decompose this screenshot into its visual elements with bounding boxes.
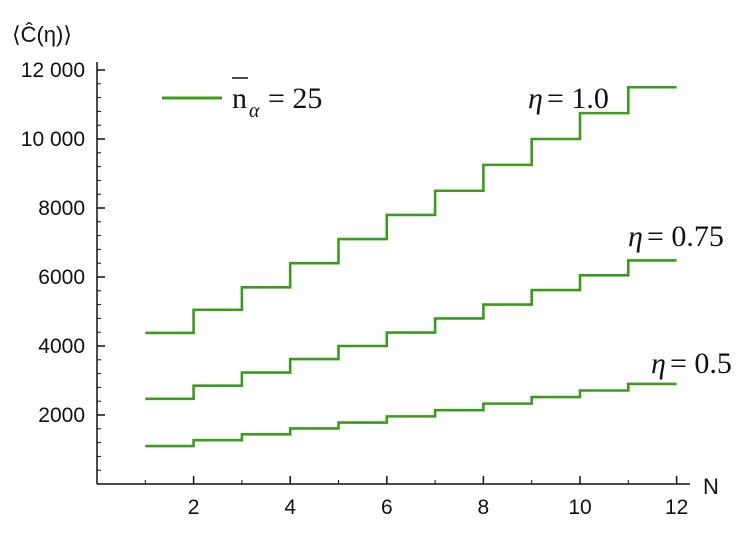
x-tick-label: 10 (568, 496, 591, 519)
series-line-0 (145, 85, 677, 335)
x-ticks: 2 4 6 8 10 12 (144, 476, 688, 519)
series-line-2 (145, 382, 677, 448)
x-axis-label: N (703, 474, 719, 499)
series-label-eta-075: η = 0.75 (628, 220, 724, 253)
legend-label-subscript: α (249, 100, 260, 122)
y-ticks: 2000 4000 6000 8000 10 000 12 000 (21, 59, 105, 471)
y-tick-label: 10 000 (21, 128, 85, 151)
series-label-value: = 1.0 (547, 82, 609, 115)
x-tick-label: 2 (188, 496, 200, 519)
x-tick-label: 6 (381, 496, 393, 519)
series-label-symbol: η (651, 347, 666, 380)
x-tick-label: 12 (665, 496, 688, 519)
series-label-eta-05: η = 0.5 (651, 347, 732, 380)
legend-label-main: n (232, 82, 247, 115)
legend: n α = 25 (162, 77, 322, 122)
x-tick-label: 8 (478, 496, 490, 519)
series-line-1 (145, 259, 677, 401)
y-axis-label: ⟨Ĉ(η)⟩ (12, 22, 72, 47)
legend-label-value: = 25 (268, 82, 322, 115)
y-tick-label: 4000 (38, 335, 85, 358)
series-layer (145, 85, 677, 448)
series-label-value: = 0.5 (670, 347, 732, 380)
y-tick-label: 6000 (38, 266, 85, 289)
x-tick-label: 4 (284, 496, 296, 519)
series-label-symbol: η (628, 220, 643, 253)
y-tick-label: 12 000 (21, 59, 85, 82)
series-label-eta-1: η = 1.0 (528, 82, 609, 115)
y-tick-label: 8000 (38, 197, 85, 220)
series-label-symbol: η (528, 82, 543, 115)
y-tick-label: 2000 (38, 404, 85, 427)
series-label-value: = 0.75 (647, 220, 724, 253)
